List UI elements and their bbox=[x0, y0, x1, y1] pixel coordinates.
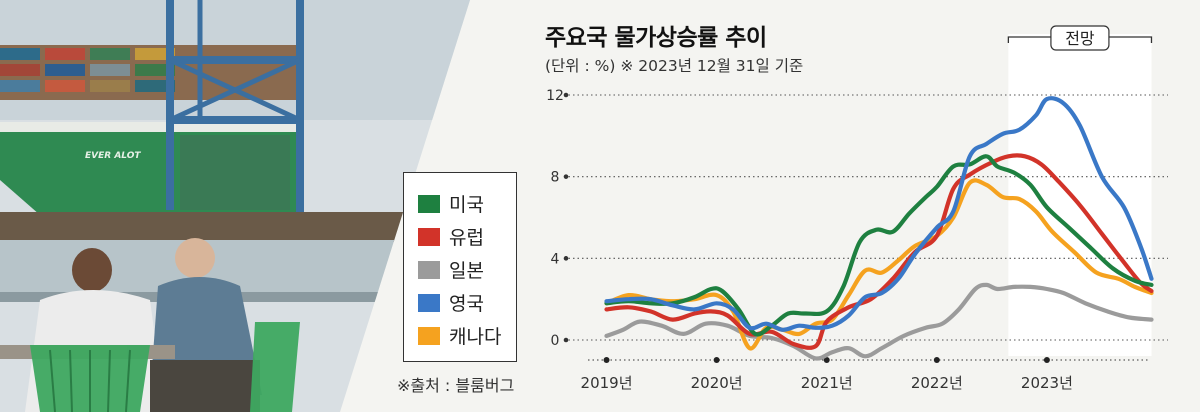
chart-title: 주요국 물가상승률 추이 bbox=[545, 25, 767, 51]
legend-item: 유럽 bbox=[418, 220, 516, 253]
x-tick-dot bbox=[713, 357, 720, 363]
crane bbox=[166, 0, 304, 215]
y-tick-label: 12 bbox=[546, 88, 564, 104]
forecast-label: 전망 bbox=[1065, 29, 1095, 48]
source-note: ※출처 : 블룸버그 bbox=[397, 376, 515, 395]
y-tick-label: 4 bbox=[551, 251, 560, 267]
y-tick-label: 0 bbox=[551, 333, 560, 349]
forecast-band bbox=[1008, 34, 1152, 356]
series-line-us bbox=[604, 154, 1154, 337]
legend-label: 일본 bbox=[449, 260, 484, 282]
legend-swatch bbox=[418, 194, 440, 213]
legend-label: 미국 bbox=[449, 194, 484, 216]
y-tick-dot bbox=[563, 337, 569, 343]
port-photo: EVER ALOT bbox=[0, 0, 470, 412]
x-tick-label: 2023년 bbox=[1021, 374, 1073, 392]
series-line-japan bbox=[604, 282, 1154, 361]
legend-item: 영국 bbox=[418, 286, 516, 319]
y-tick-dot bbox=[563, 256, 569, 261]
x-tick-dot bbox=[603, 357, 610, 363]
legend-label: 캐나다 bbox=[449, 326, 502, 348]
legend-label: 영국 bbox=[449, 293, 484, 315]
series-line-canada bbox=[604, 178, 1154, 351]
series-line-europe bbox=[604, 153, 1154, 350]
legend-item: 일본 bbox=[418, 253, 516, 286]
legend-swatch bbox=[418, 227, 440, 246]
legend-item: 미국 bbox=[418, 187, 516, 220]
x-tick-label: 2022년 bbox=[911, 374, 963, 392]
x-tick-dot bbox=[1043, 357, 1050, 363]
chart-subtitle: (단위 : %) ※ 2023년 12월 31일 기준 bbox=[545, 57, 804, 75]
y-tick-label: 8 bbox=[551, 170, 560, 186]
series-line-uk bbox=[604, 96, 1154, 332]
x-tick-dot bbox=[823, 357, 830, 363]
legend-label: 유럽 bbox=[449, 227, 484, 249]
container-stack bbox=[0, 45, 300, 100]
legend-swatch bbox=[418, 326, 440, 345]
x-tick-label: 2019년 bbox=[581, 374, 633, 392]
legend-swatch bbox=[418, 260, 440, 279]
x-tick-dot bbox=[933, 357, 940, 363]
x-tick-label: 2020년 bbox=[691, 374, 743, 392]
y-tick-dot bbox=[563, 174, 569, 179]
forecast-label-box bbox=[1050, 25, 1110, 51]
legend-item: 캐나다 bbox=[418, 319, 516, 352]
legend-swatch bbox=[418, 293, 440, 312]
ship-name: EVER ALOT bbox=[85, 151, 141, 161]
x-tick-label: 2021년 bbox=[801, 374, 853, 392]
y-tick-dot bbox=[563, 92, 569, 98]
